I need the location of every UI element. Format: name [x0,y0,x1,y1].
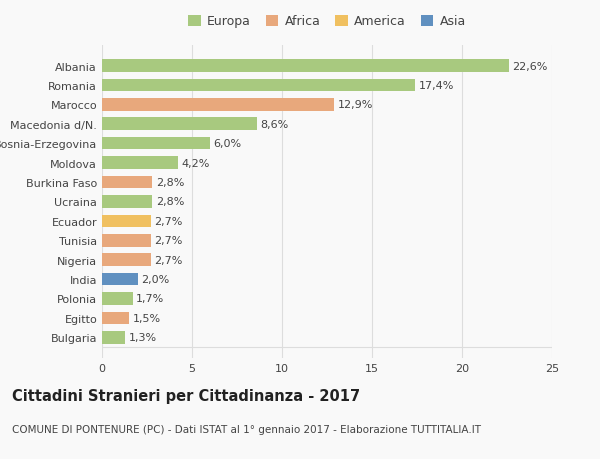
Text: Cittadini Stranieri per Cittadinanza - 2017: Cittadini Stranieri per Cittadinanza - 2… [12,388,360,403]
Bar [102,254,151,266]
Text: COMUNE DI PONTENURE (PC) - Dati ISTAT al 1° gennaio 2017 - Elaborazione TUTTITAL: COMUNE DI PONTENURE (PC) - Dati ISTAT al… [12,425,481,435]
Bar [102,60,509,73]
Text: 22,6%: 22,6% [512,62,548,71]
Text: 2,8%: 2,8% [156,197,184,207]
Text: 1,7%: 1,7% [136,294,164,304]
Bar [102,312,129,325]
Text: 2,7%: 2,7% [154,255,182,265]
Bar [102,118,257,131]
Bar [102,138,210,150]
Legend: Europa, Africa, America, Asia: Europa, Africa, America, Asia [183,11,471,34]
Text: 2,7%: 2,7% [154,236,182,246]
Text: 2,7%: 2,7% [154,216,182,226]
Text: 12,9%: 12,9% [338,100,373,110]
Bar [102,99,334,112]
Text: 4,2%: 4,2% [181,158,209,168]
Bar [102,157,178,169]
Bar [102,79,415,92]
Text: 1,3%: 1,3% [129,333,157,342]
Text: 6,0%: 6,0% [214,139,242,149]
Bar [102,176,152,189]
Bar [102,273,138,286]
Text: 2,8%: 2,8% [156,178,184,188]
Bar [102,292,133,305]
Text: 17,4%: 17,4% [419,81,454,91]
Bar [102,331,125,344]
Text: 8,6%: 8,6% [260,119,289,129]
Bar [102,196,152,208]
Text: 1,5%: 1,5% [133,313,161,323]
Bar [102,215,151,228]
Bar [102,235,151,247]
Text: 2,0%: 2,0% [142,274,170,285]
